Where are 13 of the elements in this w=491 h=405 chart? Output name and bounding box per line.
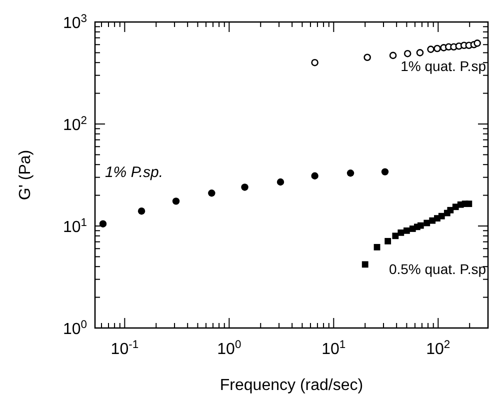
y-tick-label: 10$^{0}$: [62, 319, 87, 338]
y-axis-title: G' (Pa): [17, 150, 34, 200]
y-tick-label: 10$^{1}$: [62, 217, 87, 236]
y-tick-label: 10$^{3}$: [62, 13, 87, 32]
x-tick-label: 10$^{-1}$: [110, 339, 139, 358]
x-axis-title: Frequency (rad/sec): [220, 377, 364, 394]
x-tick-label: 10$^{2}$: [426, 339, 450, 358]
series-label: 1% P.sp.: [104, 164, 164, 181]
x-tick-label: 10$^{1}$: [322, 339, 346, 358]
legend-label: 0.5% quat. P.sp: [388, 260, 486, 277]
x-tick-label: 10$^{0}$: [217, 339, 242, 358]
legend-label: 1% quat. P.sp: [400, 58, 486, 74]
y-tick-label: 10$^{2}$: [62, 115, 87, 134]
